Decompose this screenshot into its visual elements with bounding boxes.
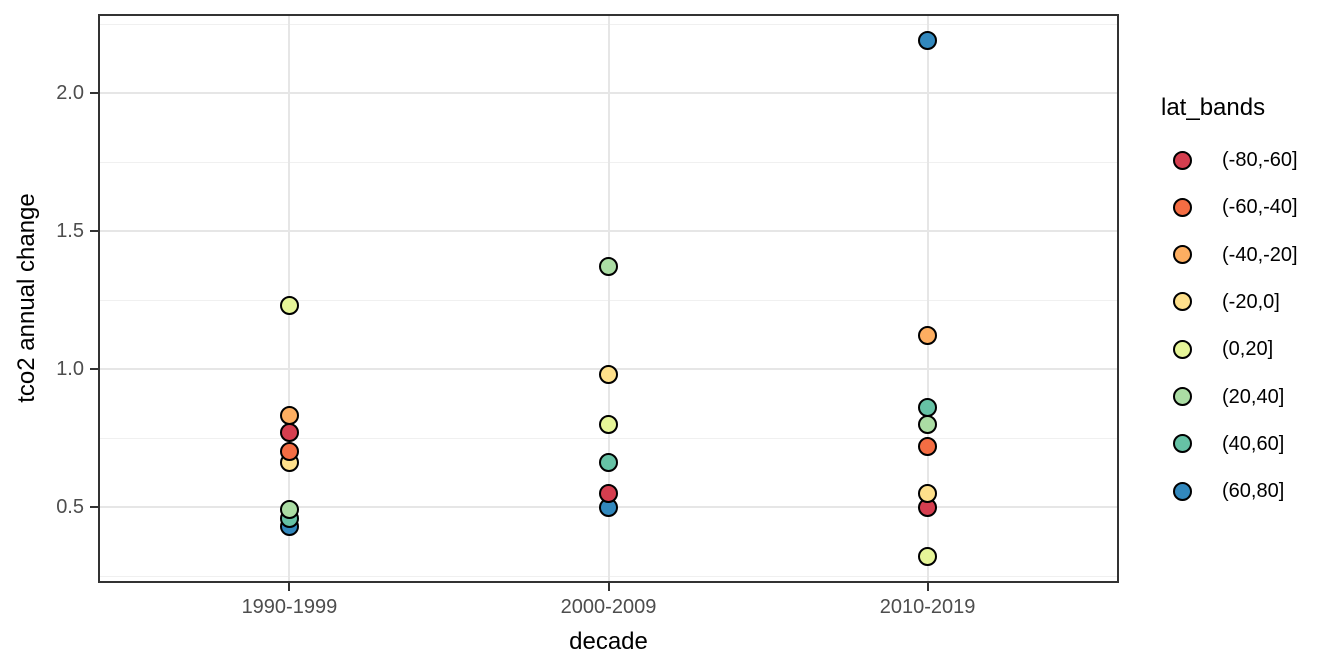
data-point: [599, 365, 618, 385]
gridline-major-v: [926, 16, 929, 581]
y-tick-mark: [90, 92, 98, 94]
data-point: [918, 326, 938, 346]
legend-key-dot: [1172, 481, 1192, 501]
data-point: [279, 296, 299, 316]
gridline-major-v: [607, 16, 610, 581]
data-point: [599, 257, 618, 277]
legend-key-dot: [1172, 339, 1192, 359]
x-tick-label: 2000-2009: [560, 596, 657, 618]
data-point: [279, 500, 299, 520]
x-tick-mark: [288, 583, 291, 591]
data-point: [918, 483, 938, 503]
legend-key-dot: [1172, 434, 1192, 454]
legend-item-label: (-20,0]: [1222, 290, 1280, 313]
x-tick-label: 1990-1999: [241, 596, 338, 618]
data-point: [918, 398, 938, 418]
x-tick-mark: [607, 583, 610, 591]
y-axis-title: tco2 annual change: [13, 193, 40, 403]
legend-key-dot: [1172, 197, 1192, 217]
x-tick-label: 2010-2019: [879, 596, 976, 618]
legend-item-label: (0,20]: [1222, 338, 1274, 361]
legend-item-label: (-40,-20]: [1222, 243, 1298, 266]
legend-key-dot: [1172, 245, 1192, 265]
data-point: [918, 414, 938, 434]
y-tick-label: 0.5: [56, 496, 84, 518]
legend-item-label: (60,80]: [1222, 480, 1285, 503]
legend-title: lat_bands: [1161, 94, 1266, 121]
y-tick-label: 2.0: [56, 82, 84, 104]
legend-key-dot: [1172, 387, 1192, 406]
data-point: [918, 31, 938, 51]
y-tick-mark: [90, 506, 98, 508]
x-axis-title: decade: [569, 628, 648, 655]
y-tick-mark: [90, 368, 98, 370]
plot-panel: [98, 14, 1119, 583]
legend-item-label: (20,40]: [1222, 385, 1285, 408]
legend-item-label: (-60,-40]: [1222, 196, 1298, 219]
legend-item-label: (-80,-60]: [1222, 149, 1298, 171]
data-point: [599, 414, 618, 434]
legend-item-label: (40,60]: [1222, 432, 1285, 455]
data-point: [279, 422, 299, 442]
data-point: [599, 453, 618, 473]
y-tick-label: 1.0: [56, 358, 84, 380]
data-point: [918, 547, 938, 567]
x-tick-mark: [926, 583, 929, 591]
data-point: [599, 483, 618, 503]
data-point: [279, 442, 299, 462]
data-point: [918, 436, 938, 456]
y-tick-label: 1.5: [56, 220, 84, 242]
y-tick-mark: [90, 230, 98, 232]
data-point: [279, 406, 299, 426]
legend-key-dot: [1172, 292, 1192, 312]
legend-key-dot: [1172, 150, 1192, 170]
